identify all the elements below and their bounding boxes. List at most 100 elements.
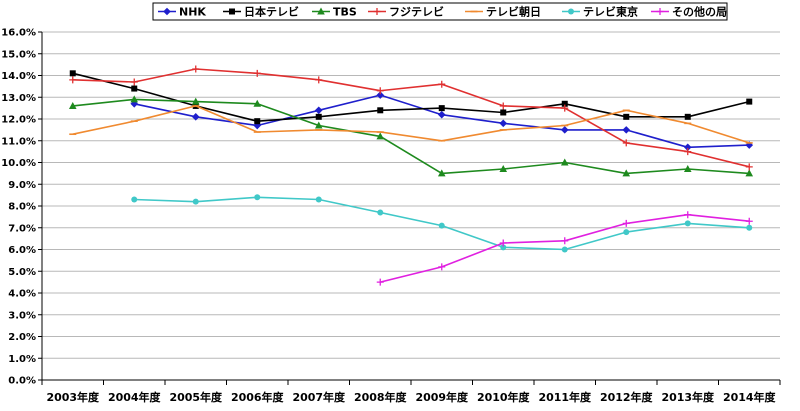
- data-point: [376, 278, 384, 286]
- data-point: [499, 165, 508, 173]
- y-tick-label: 15.0%: [1, 49, 36, 60]
- data-point: [683, 165, 692, 173]
- y-tick-label: 13.0%: [1, 93, 36, 104]
- data-point: [438, 105, 445, 112]
- data-point: [684, 211, 692, 219]
- data-point: [315, 113, 322, 120]
- x-tick-label: 2012年度: [600, 390, 654, 404]
- data-point: [254, 194, 261, 201]
- data-point: [315, 76, 323, 84]
- y-tick-label: 10.0%: [1, 158, 36, 169]
- legend: NHK 日本テレビ TBS フジテレビ テレビ朝日 テレビ東京 その他の局: [152, 2, 728, 21]
- y-tick-label: 6.0%: [8, 245, 36, 256]
- x-tick-label: 2009年度: [415, 390, 469, 404]
- data-point: [314, 121, 323, 129]
- y-tick-label: 16.0%: [1, 28, 36, 39]
- series-line: [72, 68, 750, 168]
- data-point: [561, 246, 568, 253]
- y-tick-label: 0.0%: [8, 376, 36, 387]
- data-point: [191, 97, 200, 105]
- y-tick-label: 4.0%: [8, 289, 36, 300]
- data-point: [314, 106, 323, 115]
- data-point: [499, 119, 508, 128]
- axes: [41, 32, 781, 385]
- series-line: [72, 105, 750, 144]
- data-point: [437, 169, 446, 177]
- y-tick-label: 2.0%: [8, 332, 36, 343]
- data-point: [683, 143, 692, 152]
- y-tick-label: 1.0%: [8, 354, 36, 365]
- data-point: [746, 224, 753, 231]
- data-point: [560, 158, 569, 166]
- x-tick-label: 2014年度: [723, 390, 777, 404]
- data-point: [253, 99, 262, 107]
- data-point: [192, 198, 199, 205]
- series-line: [72, 98, 750, 175]
- series-line: [72, 72, 750, 122]
- legend-item: テレビ東京: [562, 5, 638, 19]
- data-point: [192, 65, 200, 73]
- x-tick-label: 2008年度: [354, 390, 408, 404]
- data-point: [622, 169, 631, 177]
- data-point: [377, 209, 384, 216]
- data-point: [745, 141, 754, 149]
- legend-item: テレビ朝日: [465, 5, 541, 19]
- series-6: [376, 211, 753, 286]
- data-point: [130, 78, 138, 86]
- data-point: [69, 76, 77, 84]
- legend-marker: [163, 7, 171, 16]
- data-point: [377, 107, 384, 114]
- data-point: [745, 163, 753, 171]
- data-point: [254, 118, 261, 125]
- series-lines: [68, 65, 754, 286]
- y-tick-label: 11.0%: [1, 136, 36, 147]
- data-point: [745, 217, 753, 225]
- x-tick-label: 2010年度: [477, 390, 531, 404]
- y-tick-label: 8.0%: [8, 202, 36, 213]
- series-3: [69, 65, 753, 171]
- y-tick-label: 7.0%: [8, 223, 36, 234]
- data-point: [376, 132, 385, 140]
- legend-item: 日本テレビ: [223, 5, 299, 19]
- data-point: [438, 222, 445, 229]
- data-point: [376, 91, 385, 99]
- x-axis-tick-labels: 2003年度 2004年度 2005年度 2006年度 2007年度 2008年度 2009…: [46, 390, 776, 404]
- data-point: [253, 69, 261, 77]
- x-tick-label: 2013年度: [661, 390, 715, 404]
- data-point: [561, 237, 569, 245]
- x-tick-label: 2011年度: [538, 390, 592, 404]
- data-point: [499, 102, 507, 110]
- data-point: [437, 110, 446, 119]
- legend-marker: [568, 8, 574, 15]
- data-point: [622, 219, 630, 227]
- x-tick-label: 2007年度: [292, 390, 346, 404]
- series-5: [131, 194, 753, 253]
- legend-label: 日本テレビ: [244, 5, 299, 19]
- data-point: [623, 113, 630, 120]
- data-point: [500, 109, 507, 116]
- legend-item: フジテレビ: [368, 5, 444, 19]
- data-point: [68, 101, 77, 109]
- series-4: [69, 105, 753, 144]
- x-tick-label: 2003年度: [46, 390, 100, 404]
- data-point: [438, 263, 446, 271]
- y-tick-label: 14.0%: [1, 71, 36, 82]
- data-point: [376, 87, 384, 95]
- y-axis-tick-labels: 0.0% 1.0% 2.0% 3.0% 4.0% 5.0% 6.0% 7.0% 8.0% 9.0%…: [1, 28, 36, 387]
- data-point: [500, 244, 507, 251]
- data-point: [622, 139, 630, 147]
- data-point: [130, 95, 139, 103]
- data-point: [499, 239, 507, 247]
- legend-label: NHK: [179, 6, 206, 19]
- data-point: [684, 113, 691, 120]
- legend-label: その他の局: [672, 5, 727, 19]
- legend-marker: [229, 8, 235, 15]
- legend-marker: [317, 7, 325, 15]
- legend-item: TBS: [312, 6, 357, 19]
- series-2: [68, 95, 754, 177]
- data-point: [622, 126, 631, 134]
- legend-marker: [656, 8, 664, 15]
- data-point: [438, 80, 446, 88]
- data-point: [561, 104, 569, 112]
